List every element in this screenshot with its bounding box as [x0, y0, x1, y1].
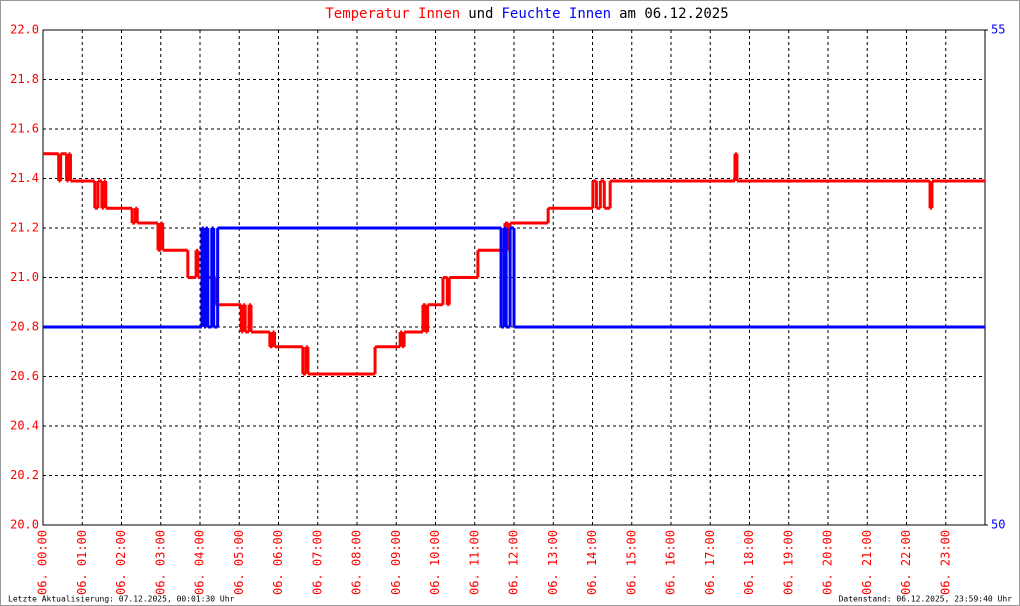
x-tick-label: 06. 05:00 — [232, 530, 246, 595]
y-tick-label: 21.6 — [10, 122, 39, 136]
x-tick-label: 06. 02:00 — [114, 530, 128, 595]
x-tick-label: 06. 08:00 — [350, 530, 364, 595]
y2-tick-label: 50 — [991, 518, 1005, 532]
y-tick-label: 21.0 — [10, 270, 39, 284]
x-tick-label: 06. 20:00 — [821, 530, 835, 595]
x-tick-label: 06. 14:00 — [585, 530, 599, 595]
title-text: und — [468, 6, 493, 22]
y-tick-label: 22.0 — [10, 23, 39, 37]
footer-left: Letzte Aktualisierung: 07.12.2025, 00:01… — [8, 595, 235, 604]
x-tick-label: 06. 11:00 — [467, 530, 481, 595]
y-tick-label: 20.6 — [10, 369, 39, 383]
x-tick-label: 06. 19:00 — [781, 530, 795, 595]
chart-title: Temperatur Innen und Feuchte Innen am 06.12… — [325, 6, 728, 22]
x-tick-label: 06. 13:00 — [546, 530, 560, 595]
x-tick-label: 06. 12:00 — [507, 530, 521, 595]
title-series-1: Temperatur Innen — [325, 6, 460, 22]
y-tick-label: 20.4 — [10, 419, 39, 433]
y-tick-label: 21.2 — [10, 221, 39, 235]
x-tick-label: 06. 22:00 — [899, 530, 913, 595]
x-tick-label: 06. 16:00 — [664, 530, 678, 595]
x-tick-label: 06. 03:00 — [153, 530, 167, 595]
plot-border — [42, 29, 986, 526]
x-tick-label: 06. 23:00 — [938, 530, 952, 595]
x-tick-label: 06. 10:00 — [428, 530, 442, 595]
x-tick-label: 06. 17:00 — [703, 530, 717, 595]
y2-tick-label: 55 — [991, 23, 1005, 37]
x-tick-label: 06. 07:00 — [310, 530, 324, 595]
y-tick-label: 20.0 — [10, 518, 39, 532]
x-tick-label: 06. 18:00 — [742, 530, 756, 595]
y-tick-label: 21.8 — [10, 72, 39, 86]
title-series-2: Feuchte Innen — [502, 6, 612, 22]
y-tick-label: 20.2 — [10, 468, 39, 482]
x-tick-label: 06. 09:00 — [389, 530, 403, 595]
x-tick-label: 06. 21:00 — [860, 530, 874, 595]
x-tick-label: 06. 06:00 — [271, 530, 285, 595]
x-tick-label: 06. 01:00 — [75, 530, 89, 595]
x-tick-label: 06. 04:00 — [193, 530, 207, 595]
y-tick-label: 21.4 — [10, 171, 39, 185]
title-date: am 06.12.2025 — [619, 6, 729, 22]
x-tick-label: 06. 00:00 — [36, 530, 50, 595]
footer-right: Datenstand: 06.12.2025, 23:59:40 Uhr — [839, 595, 1013, 604]
x-tick-label: 06. 15:00 — [624, 530, 638, 595]
y-tick-label: 20.8 — [10, 320, 39, 334]
